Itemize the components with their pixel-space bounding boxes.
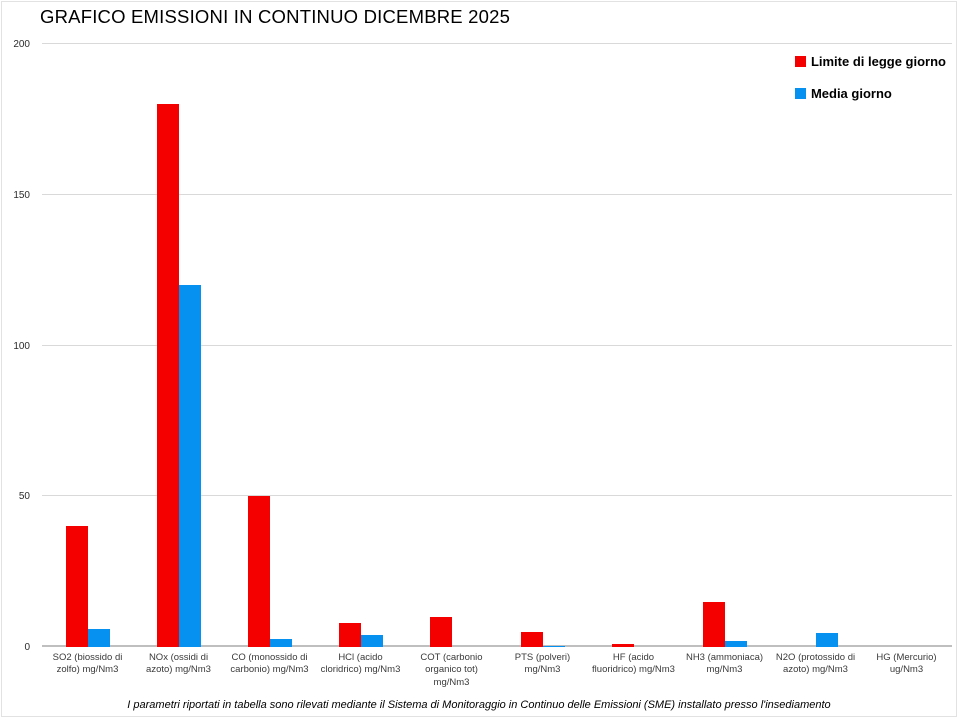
bar-group xyxy=(679,44,770,647)
bar-group xyxy=(315,44,406,647)
bar-group xyxy=(861,44,952,647)
bar-group xyxy=(42,44,133,647)
bars-row xyxy=(42,44,952,647)
bar-limite xyxy=(702,601,725,647)
y-tick-label: 150 xyxy=(13,189,30,201)
legend-swatch xyxy=(794,56,806,67)
bar-media xyxy=(87,628,110,647)
x-axis-label: HG (Mercurio) ug/Nm3 xyxy=(876,652,937,676)
y-tick-label: 50 xyxy=(18,491,30,503)
bar-limite xyxy=(65,526,88,647)
bar-limite xyxy=(338,622,361,647)
x-axis-label: SO2 (biossido di zolfo) mg/Nm3 xyxy=(52,652,123,676)
bar-media xyxy=(542,645,565,647)
x-axis-label: COT (carbonio organico tot) mg/Nm3 xyxy=(420,652,483,688)
legend-label: Media giorno xyxy=(810,86,892,101)
bar-limite xyxy=(429,616,452,647)
bar-media xyxy=(178,285,201,647)
x-axis-label: NOx (ossidi di azoto) mg/Nm3 xyxy=(146,652,211,676)
x-axis-label: HF (acido fluoridrico) mg/Nm3 xyxy=(592,652,675,676)
bar-group xyxy=(770,44,861,647)
legend-item: Limite di legge giorno xyxy=(794,54,946,69)
legend-label: Limite di legge giorno xyxy=(810,54,946,69)
gridline xyxy=(42,193,952,195)
chart-footnote: I parametri riportati in tabella sono ri… xyxy=(127,699,831,711)
legend-item: Media giorno xyxy=(794,86,892,101)
plot-area xyxy=(42,43,952,647)
bar-limite xyxy=(611,644,634,647)
bar-limite xyxy=(247,496,270,647)
bar-media xyxy=(269,639,292,647)
x-axis-label: N2O (protossido di azoto) mg/Nm3 xyxy=(775,652,856,676)
bar-limite xyxy=(156,104,179,647)
bar-group xyxy=(497,44,588,647)
bar-group xyxy=(588,44,679,647)
chart-title: GRAFICO EMISSIONI IN CONTINUO DICEMBRE 2… xyxy=(40,6,511,27)
gridline xyxy=(42,43,952,44)
y-tick-label: 0 xyxy=(24,642,30,653)
x-axis-label: HCl (acido cloridrico) mg/Nm3 xyxy=(320,652,401,676)
y-tick-label: 100 xyxy=(13,340,30,352)
bar-media xyxy=(815,633,838,647)
bar-group xyxy=(224,44,315,647)
bar-group xyxy=(133,44,224,647)
x-axis-label: CO (monossido di carbonio) mg/Nm3 xyxy=(230,652,309,676)
x-axis-label: PTS (polveri) mg/Nm3 xyxy=(514,652,571,676)
bar-limite xyxy=(520,631,543,647)
legend: Limite di legge giorno Media giorno xyxy=(794,54,946,101)
y-axis: 0 50 100 150 200 xyxy=(2,39,36,653)
gridline xyxy=(42,495,952,497)
bar-group xyxy=(406,44,497,647)
y-tick-label: 200 xyxy=(13,39,30,50)
gridline xyxy=(42,344,952,346)
legend-swatch xyxy=(794,88,806,99)
x-axis-label: NH3 (ammoniaca) mg/Nm3 xyxy=(685,652,764,676)
x-axis-line xyxy=(42,645,952,647)
bar-media xyxy=(724,640,747,647)
x-axis-labels: SO2 (biossido di zolfo) mg/Nm3 NOx (ossid… xyxy=(42,652,952,689)
bar-media xyxy=(360,634,383,647)
